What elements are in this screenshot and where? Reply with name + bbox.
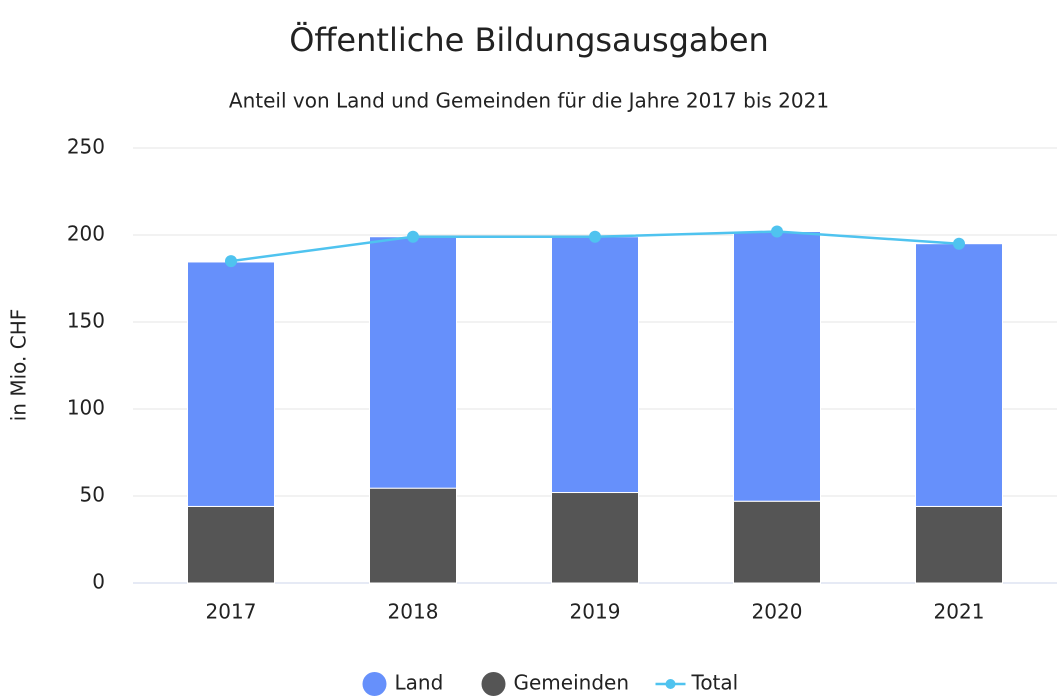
y-tick-label: 200	[67, 222, 105, 246]
legend-label: Total	[691, 671, 739, 695]
line-point	[407, 230, 419, 243]
y-tick-label: 0	[92, 570, 105, 594]
bar	[733, 500, 821, 584]
legend-symbol	[481, 672, 506, 696]
legend-label: Gemeinden	[514, 671, 630, 695]
x-tick-label: 2017	[206, 600, 257, 624]
bar	[915, 505, 1003, 584]
x-tick-label: 2018	[388, 600, 439, 624]
legend-symbol	[665, 679, 676, 689]
bar	[369, 487, 457, 584]
x-tick-label: 2021	[934, 600, 985, 624]
chart-title: Öffentliche Bildungsausgaben	[289, 21, 769, 59]
y-axis-label: in Mio. CHF	[7, 309, 31, 422]
line-point	[225, 255, 237, 268]
line-point	[771, 225, 783, 238]
bar	[551, 236, 639, 494]
x-tick-label: 2020	[752, 600, 803, 624]
line-point	[953, 237, 965, 250]
bar	[915, 243, 1003, 507]
y-tick-label: 150	[67, 309, 105, 333]
bar	[369, 236, 457, 489]
legend-label: Land	[395, 671, 444, 695]
y-tick-label: 100	[67, 396, 105, 420]
x-tick-label: 2019	[570, 600, 621, 624]
bar	[187, 505, 275, 584]
chart-subtitle: Anteil von Land und Gemeinden für die Ja…	[229, 89, 829, 113]
legend-symbol	[362, 672, 387, 696]
bar	[551, 492, 639, 584]
line-point	[589, 230, 601, 243]
bar	[733, 231, 821, 502]
bar	[187, 261, 275, 507]
y-tick-label: 250	[67, 135, 105, 159]
y-tick-label: 50	[80, 483, 105, 507]
